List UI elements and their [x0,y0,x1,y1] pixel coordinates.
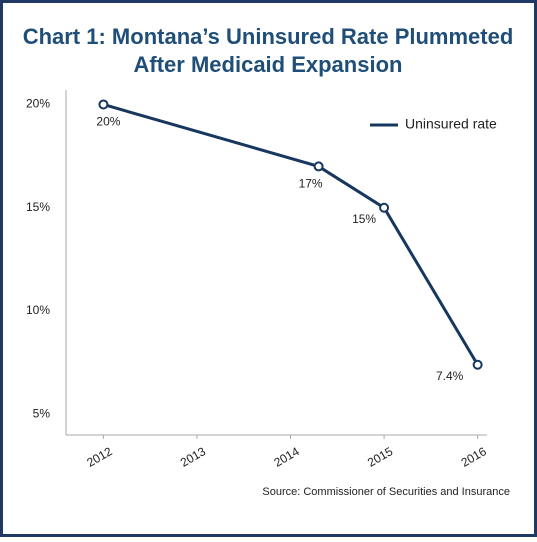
y-tick-label: 10% [26,303,50,317]
data-point [98,99,109,110]
data-point [472,359,483,370]
source-note: Source: Commissioner of Securities and I… [262,486,510,498]
y-tick-label: 5% [33,407,51,421]
y-tick-label: 15% [26,200,50,214]
line-series [103,103,479,366]
data-label: 17% [299,177,323,191]
chart-title: Chart 1: Montana’s Uninsured Rate Plumme… [23,24,514,49]
legend-label: Uninsured rate [405,116,497,132]
data-label: 7.4% [436,369,464,383]
data-label: 15% [352,212,376,226]
data-point [313,161,324,172]
y-tick-label: 20% [26,97,50,111]
chart-title: After Medicaid Expansion [134,52,403,77]
data-label: 20% [96,115,120,129]
data-point [379,202,390,213]
